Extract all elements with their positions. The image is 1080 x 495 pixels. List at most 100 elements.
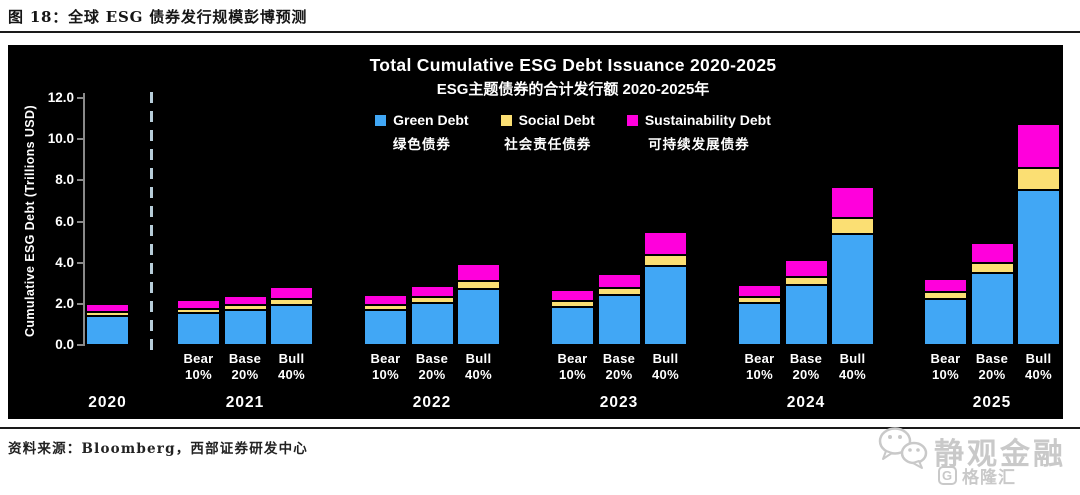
y-axis-tick-label: 12.0 — [47, 90, 74, 106]
bar-segment-sustainability — [1017, 123, 1060, 168]
scenario-name: Base — [602, 351, 636, 366]
y-axis-tick-mark — [77, 138, 83, 141]
scenario-label: Bear 10% — [730, 351, 790, 382]
scenario-probability: 40% — [652, 366, 679, 382]
chart-legend: Green Debt 绿色债券 Social Debt 社会责任债券 Sustainab… — [83, 112, 1063, 153]
bar-segment-sustainability — [223, 295, 267, 306]
bar-segment-sustainability — [738, 284, 781, 297]
bar-segment-sustainability — [924, 278, 967, 293]
scenario-name: Base — [789, 351, 823, 366]
scenario-name: Bull — [839, 351, 866, 366]
legend-label: Green Debt — [393, 112, 469, 128]
scenario-probability: 40% — [465, 366, 492, 382]
bar-segment-social — [410, 297, 454, 304]
y-axis-tick-label: 2.0 — [55, 295, 74, 311]
scenario-name: Bull — [465, 351, 492, 366]
bar-segment-social — [551, 301, 594, 307]
bar-segment-green — [784, 285, 828, 345]
bar-segment-social — [738, 296, 781, 303]
sustainability-swatch-icon — [626, 114, 638, 126]
scenario-label: Bull 40% — [449, 351, 509, 382]
y-axis-tick-mark — [77, 179, 83, 182]
scenario-label: Bear 10% — [543, 351, 603, 382]
bar-segment-green — [364, 310, 407, 345]
scenario-probability: 40% — [839, 366, 866, 382]
year-label: 2024 — [786, 394, 826, 411]
bar-segment-social — [270, 298, 313, 305]
y-axis-tick-label: 0.0 — [55, 337, 74, 352]
bar-segment-green — [644, 265, 687, 345]
scenario-probability: 20% — [792, 366, 820, 382]
scenario-label: Bear 10% — [356, 351, 416, 382]
legend-label: Social Debt — [518, 112, 595, 128]
bar-segment-green — [223, 310, 267, 345]
scenario-name: Bear — [930, 351, 961, 366]
year-label: 2022 — [412, 394, 452, 411]
legend-label-cn: 绿色债券 — [392, 137, 451, 152]
y-axis-tick-mark — [77, 97, 83, 100]
watermark-gelonghui: G 格隆汇 — [938, 463, 1016, 488]
header-divider — [0, 31, 1080, 33]
scenario-label: Bull 40% — [636, 351, 696, 382]
scenario-probability: 40% — [1025, 366, 1052, 382]
forecast-dashed-divider — [150, 92, 153, 350]
bar-segment-sustainability — [597, 273, 641, 288]
watermark-jingguan-jinrong: 静观金融 — [934, 438, 1066, 471]
scenario-probability: 10% — [559, 366, 586, 382]
bar-segment-green — [457, 288, 500, 345]
bar-segment-social — [924, 292, 967, 299]
bar-segment-sustainability — [86, 303, 129, 313]
chart-title: Total Cumulative ESG Debt Issuance 2020-… — [369, 55, 777, 75]
legend-label: Sustainability Debt — [644, 112, 771, 128]
year-label: 2023 — [599, 394, 639, 411]
scenario-label: Bear 10% — [916, 351, 976, 382]
wechat-bubbles-icon — [878, 427, 928, 469]
scenario-label: Base 20% — [776, 351, 836, 382]
bar-segment-social — [597, 287, 641, 296]
bar-segment-sustainability — [644, 232, 687, 255]
scenario-label: Base 20% — [402, 351, 462, 382]
scenario-name: Bear — [183, 351, 214, 366]
scenario-name: Bear — [557, 351, 588, 366]
scenario-name: Base — [975, 351, 1009, 366]
bar-segment-social — [644, 254, 687, 266]
bar-segment-green — [551, 306, 594, 345]
bar-segment-sustainability — [551, 290, 594, 302]
legend-entry: Green Debt — [375, 112, 469, 128]
green-swatch-icon — [375, 114, 387, 126]
y-axis-tick-label: 4.0 — [55, 254, 74, 270]
bar-segment-sustainability — [831, 186, 874, 219]
scenario-name: Bull — [652, 351, 679, 366]
watermark-gelonghui-label: 格隆汇 — [962, 468, 1016, 487]
bar-segment-social — [457, 280, 500, 289]
bar-segment-social — [831, 218, 874, 235]
scenario-probability: 40% — [278, 366, 305, 382]
scenario-probability: 20% — [978, 366, 1006, 382]
scenario-label: Base 20% — [589, 351, 649, 382]
scenario-probability: 10% — [185, 366, 212, 382]
scenario-probability: 20% — [231, 366, 259, 382]
year-label: 2025 — [972, 394, 1012, 411]
scenario-probability: 20% — [418, 366, 446, 382]
scenario-label: Bull 40% — [262, 351, 322, 382]
scenario-label: Base 20% — [215, 351, 275, 382]
source-note: 资料来源：Bloomberg，西部证券研发中心 — [8, 441, 309, 457]
bar-segment-green — [831, 234, 874, 345]
y-axis-tick-mark — [77, 302, 83, 305]
bar-segment-social — [177, 308, 220, 314]
scenario-name: Bull — [1025, 351, 1052, 366]
bar-segment-social — [1017, 167, 1060, 191]
scenario-probability: 10% — [372, 366, 399, 382]
y-axis-tick-label: 10.0 — [47, 131, 74, 147]
bar-segment-sustainability — [270, 287, 313, 299]
bar-segment-sustainability — [364, 295, 407, 306]
bar-segment-green — [86, 316, 129, 345]
bar-segment-social — [970, 262, 1014, 274]
scenario-probability: 10% — [932, 366, 959, 382]
legend-entry: Sustainability Debt — [626, 112, 771, 128]
figure-caption: 图 18：全球 ESG 债券发行规模彭博预测 — [8, 8, 308, 26]
legend-label-cn: 可持续发展债券 — [648, 137, 750, 152]
bar-segment-social — [364, 305, 407, 311]
bar-segment-sustainability — [970, 242, 1014, 263]
scenario-name: Bear — [370, 351, 401, 366]
